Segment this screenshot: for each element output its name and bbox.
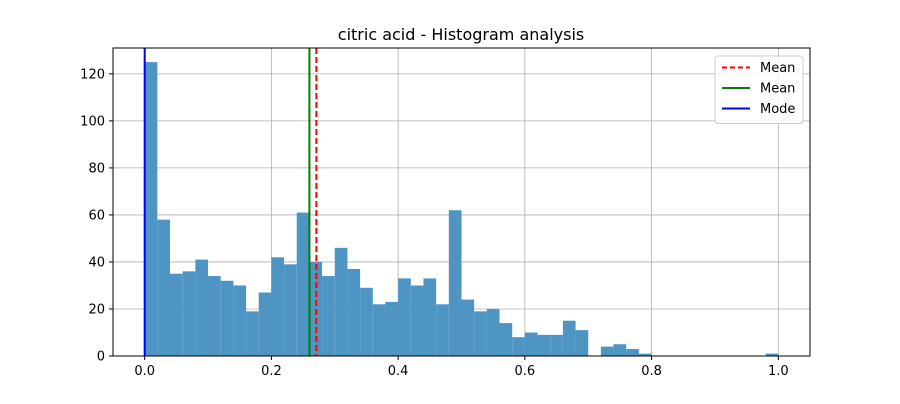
x-axis: 0.0 0.2 0.4 0.6 0.8 1.0 [134, 356, 789, 379]
x-tick-label: 0.8 [641, 364, 662, 379]
histogram-bar [423, 278, 437, 356]
histogram-bar [258, 292, 272, 356]
histogram-bar [638, 353, 652, 356]
histogram-bar [613, 344, 627, 356]
legend-box [714, 55, 804, 124]
histogram-bar [144, 62, 158, 356]
histogram-bar [322, 276, 335, 356]
legend-label: Mode [760, 102, 795, 117]
histogram-bar [208, 276, 221, 356]
histogram-bar [233, 285, 247, 356]
chart-title: citric acid - Histogram analysis [338, 25, 584, 44]
y-tick-label: 40 [88, 255, 105, 270]
histogram-bar [195, 259, 209, 356]
histogram-bar [474, 311, 487, 356]
histogram-bar [562, 320, 576, 356]
y-tick-label: 100 [80, 114, 105, 129]
histogram-bar [296, 212, 310, 356]
histogram-bar [537, 334, 551, 356]
histogram-bar [309, 261, 323, 356]
histogram-bar [410, 285, 424, 356]
x-tick-label: 0.0 [134, 364, 155, 379]
histogram-bar [360, 287, 373, 356]
x-tick-label: 0.2 [261, 364, 282, 379]
y-axis: 0 20 40 60 80 100 120 [80, 67, 113, 365]
histogram-bar [499, 323, 513, 356]
histogram-bar [398, 278, 411, 356]
histogram-bar [600, 346, 614, 356]
histogram-bar [372, 304, 386, 356]
histogram-bar [284, 264, 297, 356]
legend-label: Mean [760, 82, 795, 97]
histogram-bar [461, 299, 475, 356]
histogram-bar [271, 257, 285, 356]
histogram-bar [157, 219, 171, 356]
histogram-bars [144, 62, 779, 356]
legend: Mean Mean Mode [714, 55, 804, 124]
reference-lines [143, 48, 318, 356]
histogram-bar [436, 304, 449, 356]
x-tick-label: 1.0 [768, 364, 789, 379]
histogram-bar [524, 332, 538, 356]
histogram-bar [334, 247, 348, 356]
plot-frame [112, 47, 811, 357]
legend-label: Mean [760, 61, 795, 76]
y-tick-label: 0 [97, 350, 105, 365]
histogram-bar [182, 271, 196, 356]
histogram-bar [220, 280, 234, 356]
y-tick-label: 20 [88, 302, 105, 317]
histogram-bar [512, 337, 525, 356]
histogram-bar [765, 353, 779, 356]
y-tick-label: 60 [88, 208, 105, 223]
histogram-bar [448, 210, 462, 356]
histogram-bar [385, 301, 399, 356]
histogram-bar [550, 334, 563, 356]
histogram-bar [246, 311, 259, 356]
histogram-bar [347, 269, 361, 356]
y-tick-label: 120 [80, 67, 105, 82]
histogram-bar [486, 308, 500, 356]
histogram-bar [170, 273, 183, 356]
x-tick-label: 0.4 [388, 364, 409, 379]
x-tick-label: 0.6 [515, 364, 536, 379]
histogram-bar [626, 348, 639, 356]
histogram-bar [575, 330, 589, 356]
y-tick-label: 80 [88, 161, 105, 176]
